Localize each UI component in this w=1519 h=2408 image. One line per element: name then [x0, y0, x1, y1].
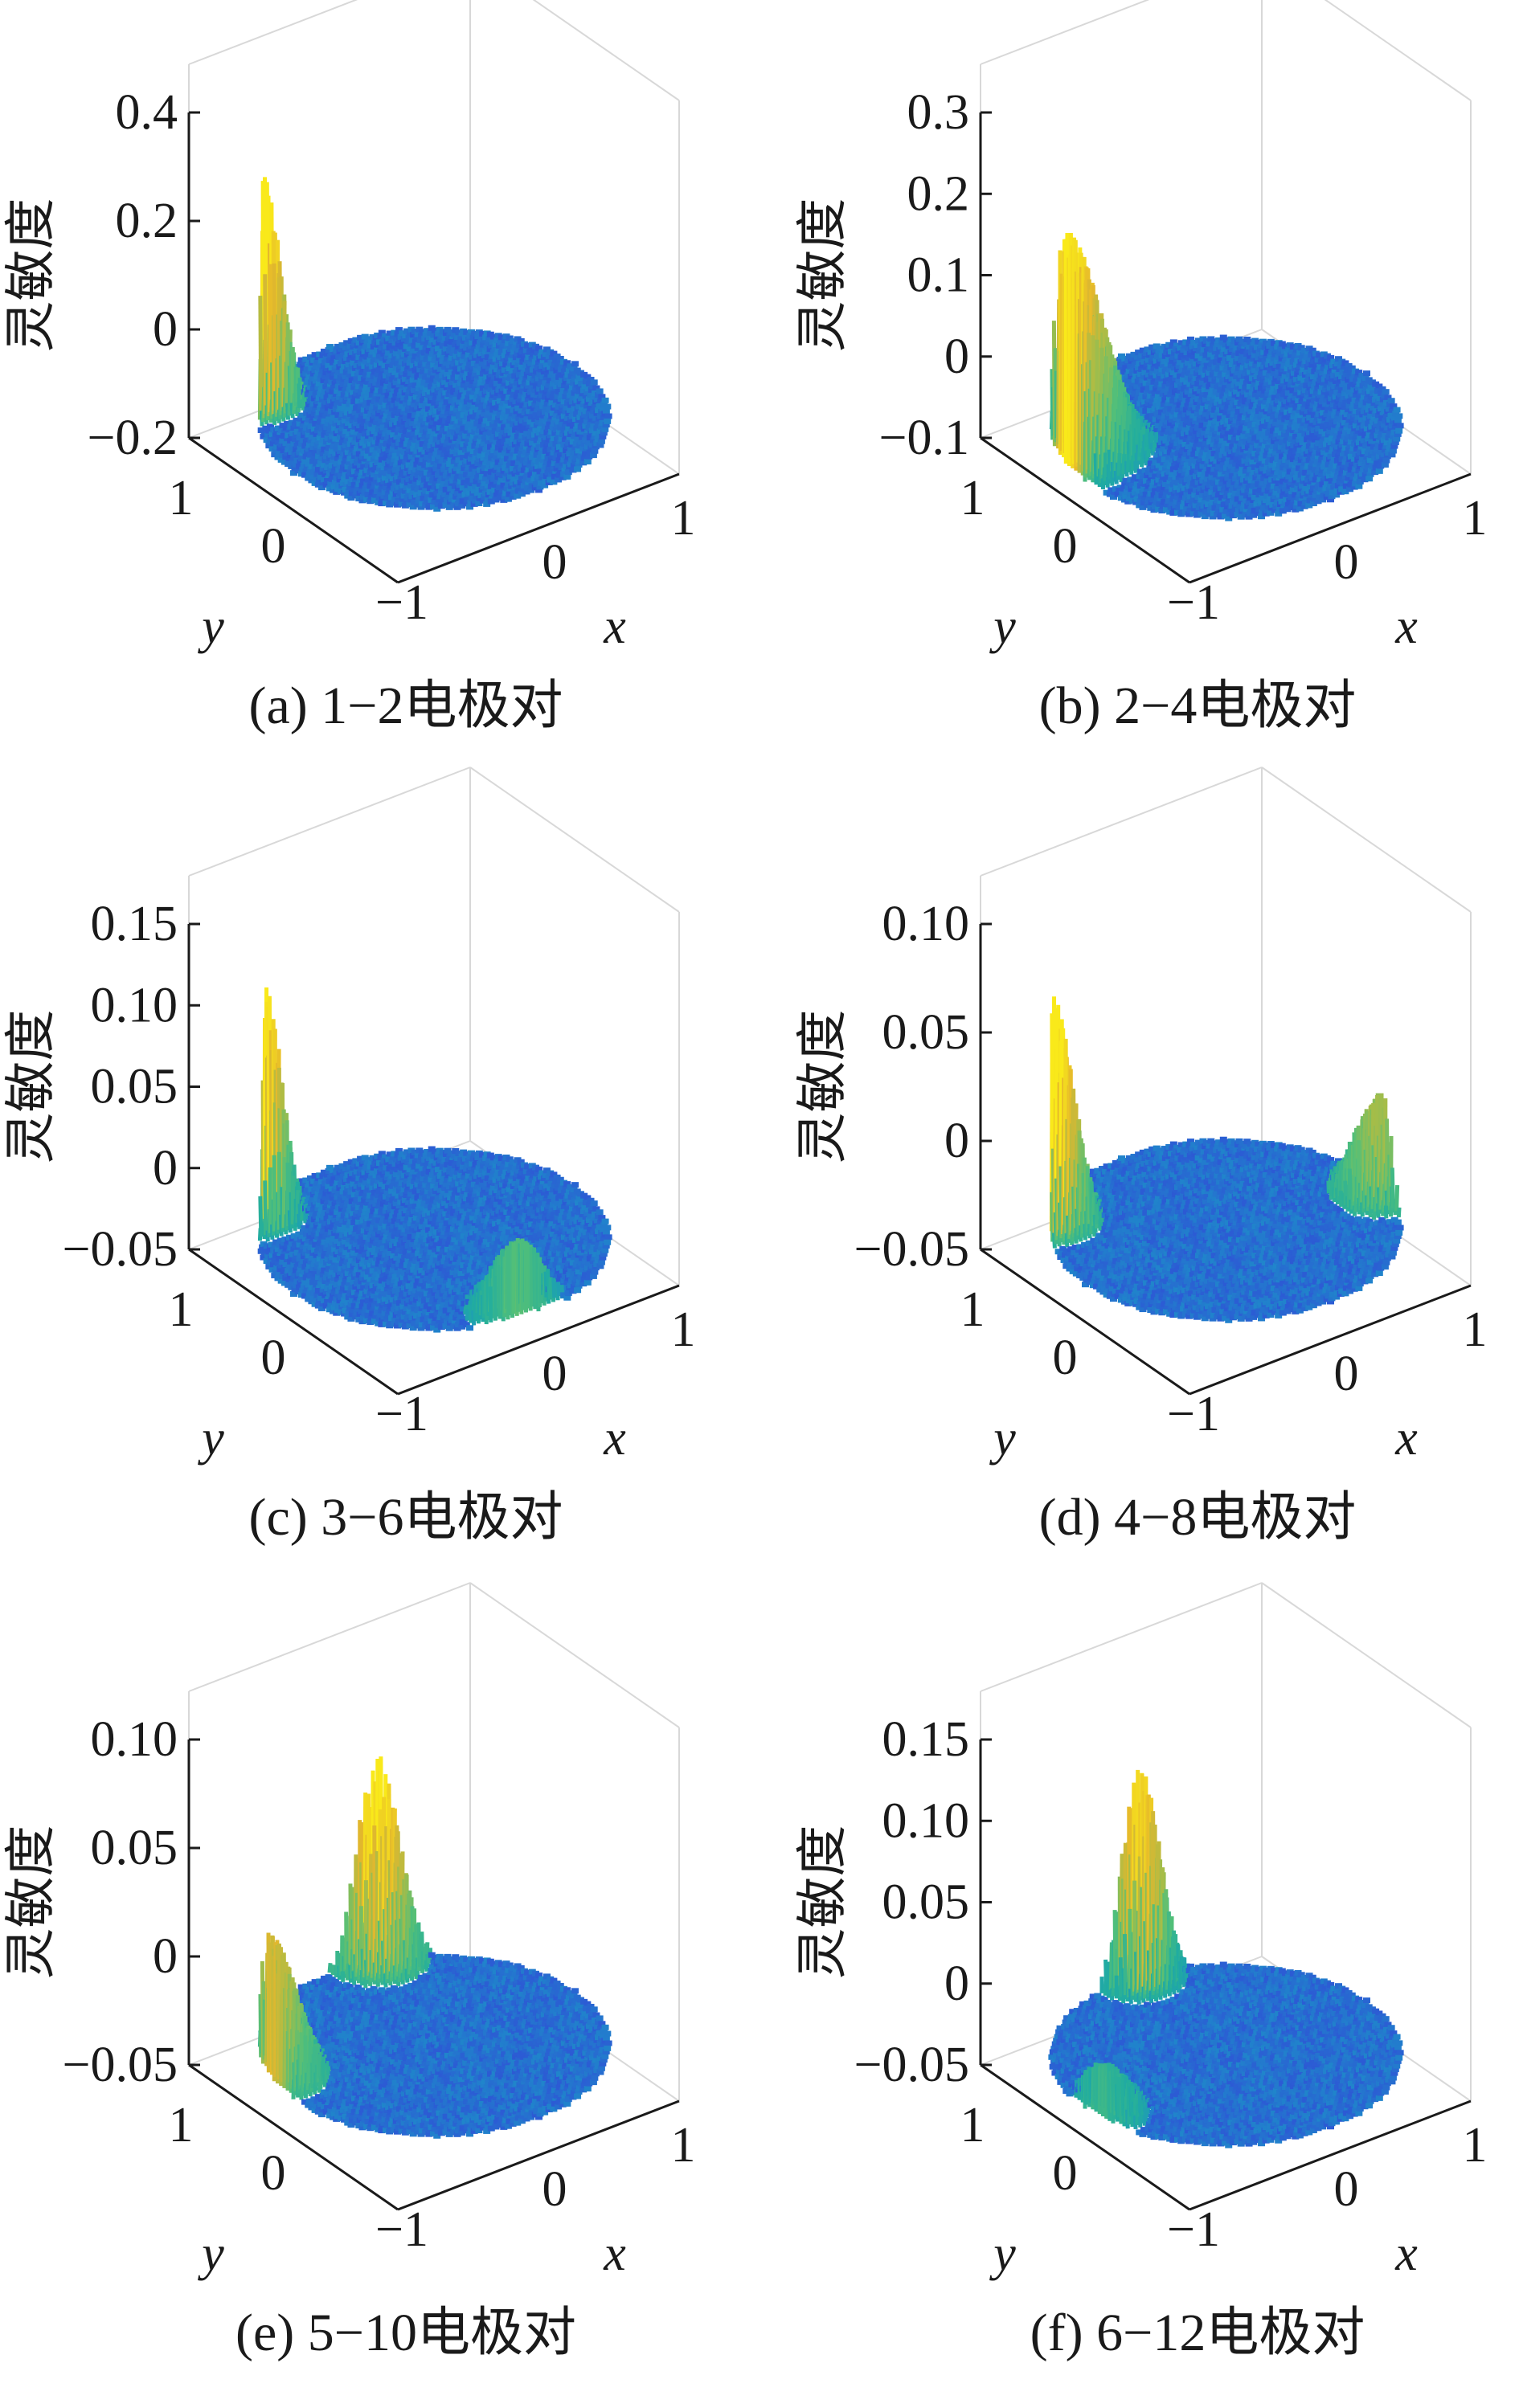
surface-cell: [574, 466, 581, 472]
z-tick-label: −0.2: [88, 411, 178, 465]
surface-cell: [604, 404, 611, 410]
z-tick-label: 0.4: [116, 85, 178, 140]
y-axis-label: y: [197, 599, 224, 654]
sensitivity-surface: [258, 177, 612, 511]
surface-cell: [591, 379, 598, 385]
surface-column: [265, 274, 266, 414]
surface-cell: [584, 459, 592, 464]
surface-cell: [605, 414, 612, 419]
x-tick-label: 0: [542, 535, 567, 590]
z-tick-label: 0: [153, 302, 178, 357]
top-edge-right: [470, 0, 679, 100]
surface-cell: [591, 448, 598, 454]
y-tick-label: 0: [261, 519, 286, 574]
surface-column: [260, 296, 261, 415]
surface-column: [274, 264, 275, 411]
top-edge-left: [189, 0, 470, 64]
x-axis-label: x: [603, 599, 626, 654]
surface-column: [1156, 432, 1157, 444]
z-axis-label: 灵敏度: [2, 198, 61, 353]
surface-cell: [596, 388, 604, 394]
y-tick-label: −1: [375, 575, 428, 630]
surface-cell: [604, 419, 611, 424]
top-edge-left: [981, 0, 1262, 64]
surface-cell: [602, 398, 609, 403]
top-edge-right: [1262, 0, 1471, 100]
surface-column: [1109, 450, 1110, 480]
sensitivity-surface: [1050, 233, 1403, 521]
x-tick-label: 1: [671, 491, 696, 546]
surface-column: [1095, 453, 1096, 484]
surface-column: [1128, 454, 1129, 472]
surface-column: [1119, 453, 1120, 476]
z-tick-label: 0.2: [116, 194, 178, 248]
y-tick-label: 1: [169, 471, 194, 525]
surface-cell: [571, 361, 579, 366]
panel-caption: (a) 1−2电极对: [249, 677, 563, 735]
